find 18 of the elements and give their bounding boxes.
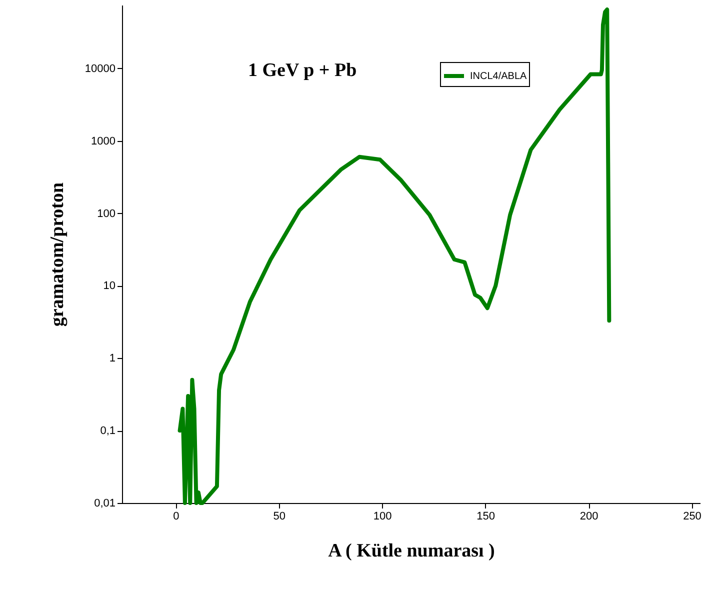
y-axis-title: gramatom/proton <box>46 182 68 327</box>
line-series <box>178 8 612 505</box>
x-tick-label: 100 <box>373 510 392 522</box>
x-axis-title: A ( Kütle numarası ) <box>328 540 495 562</box>
y-tick-label: 100 <box>97 208 116 220</box>
y-tick-label: 10 <box>103 280 116 292</box>
y-tick-label: 1000 <box>91 135 116 148</box>
y-tick-label: 0,01 <box>94 498 116 510</box>
x-tick-label: 200 <box>580 510 598 522</box>
annotation: 1 GeV p + Pb <box>248 60 357 81</box>
x-tick-label: 50 <box>273 510 286 522</box>
y-tick-label: 1 <box>109 352 116 365</box>
x-tick-label: 0 <box>173 510 180 522</box>
legend-label: INCL4/ABLA <box>470 71 528 82</box>
x-tick-label: 150 <box>476 510 495 522</box>
y-tick-label: 10000 <box>84 62 116 75</box>
x-tick-label: 250 <box>683 510 702 522</box>
y-tick-label: 0,1 <box>100 425 116 438</box>
